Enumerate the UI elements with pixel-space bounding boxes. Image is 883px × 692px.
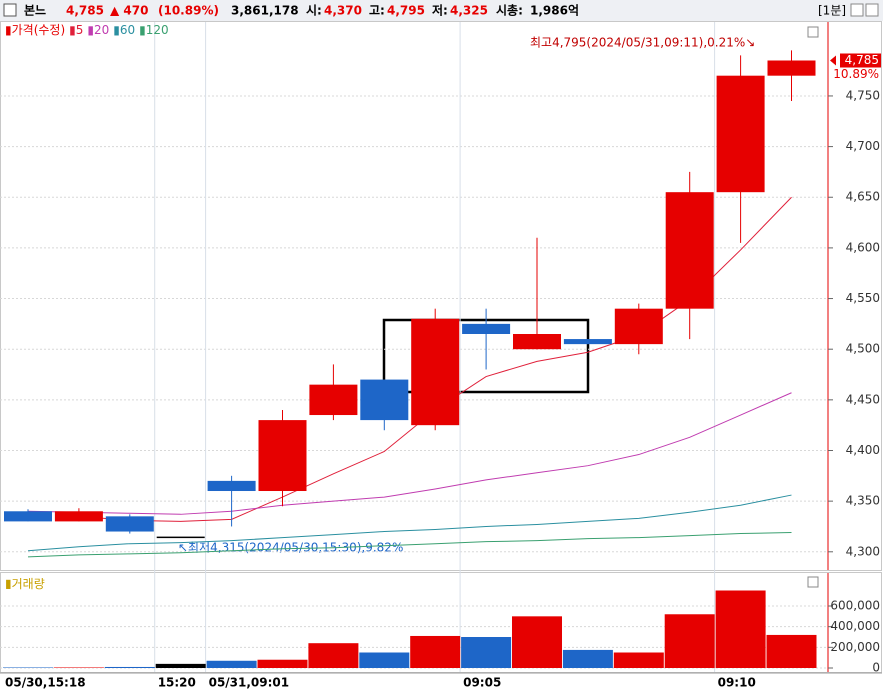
volume-bar	[461, 637, 512, 668]
change-pct: (10.89%)	[158, 4, 219, 18]
min-button[interactable]	[850, 3, 864, 17]
x-tick-label: 05/31,09:01	[209, 676, 290, 690]
volume-bar	[359, 652, 410, 668]
cap: 1,986억	[530, 4, 579, 18]
legend-entry: 5	[76, 23, 84, 37]
candle-body	[4, 511, 52, 522]
candle-body	[462, 323, 511, 334]
y-tick-label: 4,600	[846, 240, 880, 254]
volume-bar	[206, 660, 257, 668]
panel-button[interactable]	[807, 26, 819, 38]
low-label: 저:	[432, 3, 448, 18]
candle-body	[614, 308, 663, 345]
candle-body	[665, 192, 714, 309]
volume-bar	[104, 666, 155, 668]
cap-label: 시총:	[496, 3, 523, 18]
header-bar	[0, 0, 883, 21]
volume-bar	[257, 659, 308, 668]
legend-marker: ▮	[5, 23, 12, 37]
high-label: 고:	[369, 4, 385, 18]
candle-body	[105, 516, 154, 532]
v-tick-label: 200,000	[830, 640, 880, 654]
high: 4,795	[387, 4, 425, 18]
y-tick-label: 4,300	[846, 544, 880, 558]
open-label: 시:	[306, 4, 322, 18]
x-tick-label: 05/30,15:18	[5, 676, 86, 690]
volume-title-text: 거래량	[12, 577, 45, 591]
price: 4,785	[66, 4, 104, 18]
legend-marker: ▮	[87, 23, 94, 37]
legend-marker: ▮	[139, 23, 146, 37]
v-tick-label: 600,000	[830, 599, 880, 613]
candle-body	[207, 480, 256, 492]
price-panel	[0, 21, 882, 571]
volume-bar	[308, 643, 359, 668]
y-tick-label: 4,750	[846, 88, 880, 102]
x-tick-label: 09:05	[463, 676, 501, 690]
candle-body	[156, 536, 205, 539]
last-price-label: 4,785	[845, 53, 879, 67]
y-tick-label: 4,650	[846, 190, 880, 204]
y-tick-label: 4,700	[846, 139, 880, 153]
v-tick-label: 0	[872, 661, 880, 675]
v-tick-label: 400,000	[830, 619, 880, 633]
legend-entry: 60	[120, 23, 135, 37]
volume-bar	[715, 590, 766, 668]
ma-line	[27, 532, 792, 558]
ma-line	[27, 494, 792, 552]
y-tick-label: 4,450	[846, 392, 880, 406]
low-note: ↖최저4,315(2024/05/30,15:30),9.82%	[178, 541, 403, 555]
legend-marker: ▮	[69, 23, 76, 37]
candle-body	[513, 334, 561, 350]
change: ▲ 470	[110, 4, 148, 18]
candle-body	[563, 339, 612, 345]
volume-bar	[155, 663, 206, 668]
low: 4,325	[450, 4, 488, 18]
volume: 3,861,178	[231, 4, 299, 18]
y-tick-label: 4,500	[846, 342, 880, 356]
candle-body	[258, 420, 307, 492]
volume-bar	[3, 667, 53, 668]
checkbox[interactable]	[3, 3, 17, 17]
legend-marker: ▮	[113, 23, 120, 37]
y-tick-label: 4,550	[846, 291, 880, 305]
volume-bar	[664, 614, 715, 668]
candle-body	[767, 60, 816, 76]
panel-button[interactable]	[807, 576, 819, 588]
x-tick-label: 15:20	[158, 676, 196, 690]
volume-title: ▮거래량	[5, 577, 45, 591]
last-change-label: 10.89%	[833, 67, 879, 81]
volume-bar	[562, 649, 613, 668]
legend: ▮가격(수정) ▮5 ▮20 ▮60 ▮120	[5, 23, 169, 37]
x-tick-label: 09:10	[718, 676, 756, 690]
candle-body	[716, 75, 765, 193]
last-price-arrow	[830, 55, 836, 66]
volume-bar	[512, 616, 562, 668]
volume-bar	[766, 634, 817, 668]
legend-entry: 20	[94, 23, 109, 37]
legend-entry: 120	[146, 23, 169, 37]
volume-bar	[613, 652, 664, 668]
volume-bar	[410, 635, 461, 668]
y-tick-label: 4,350	[846, 494, 880, 508]
last-price-box	[840, 53, 881, 68]
open: 4,370	[324, 4, 362, 18]
stock-name: 본느	[24, 4, 46, 18]
candle-body	[411, 318, 460, 426]
candle-body	[360, 379, 409, 421]
y-tick-label: 4,400	[846, 443, 880, 457]
legend-title: 가격(수정)	[12, 23, 66, 37]
ma-line	[27, 392, 792, 515]
candle-body	[54, 511, 103, 522]
high-note: 최고4,795(2024/05/31,09:11),0.21%↘	[530, 36, 755, 50]
close-button[interactable]	[865, 3, 879, 17]
volume-bar	[53, 667, 104, 668]
candle-body	[309, 384, 358, 416]
interval[interactable]: [1분]	[818, 4, 846, 18]
